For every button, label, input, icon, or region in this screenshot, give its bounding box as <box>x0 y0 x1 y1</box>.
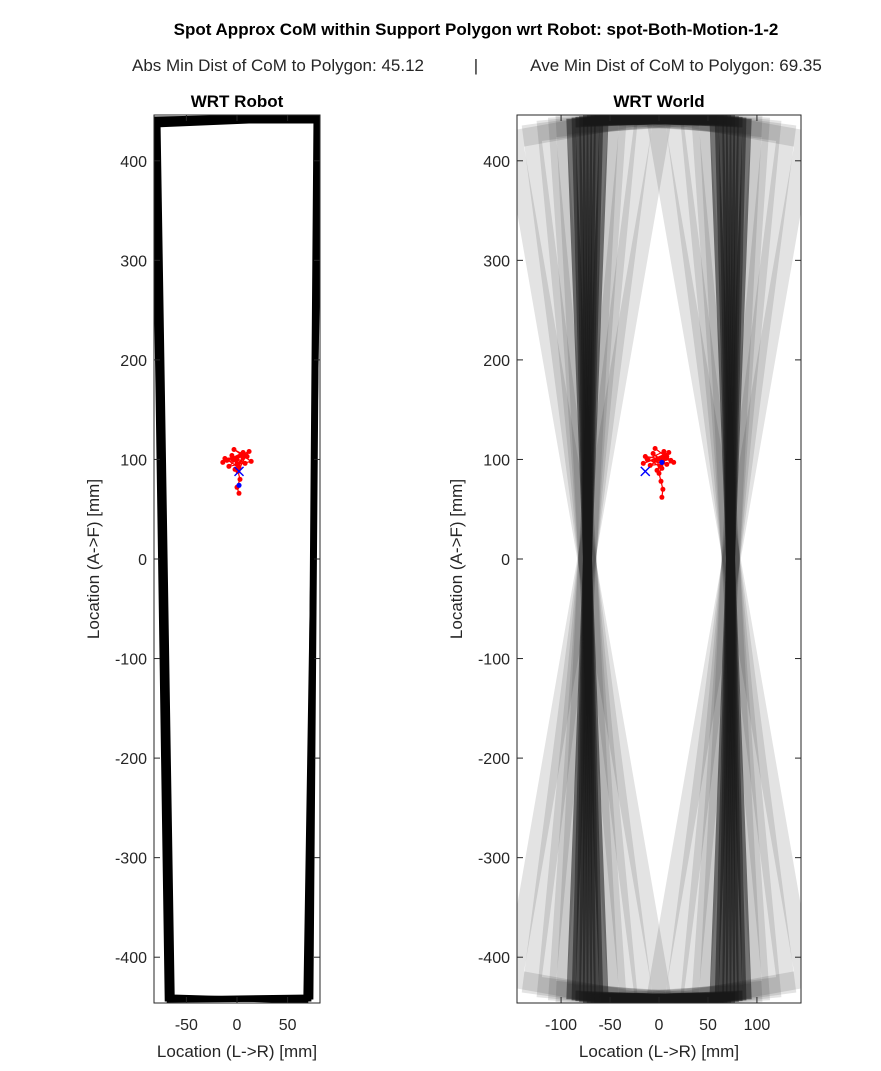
plot-background <box>154 115 320 1003</box>
com-trace-point <box>647 462 653 468</box>
plot-content <box>154 115 320 1003</box>
y-tick-label: 100 <box>483 452 510 469</box>
com-trace-point <box>242 460 248 466</box>
x-tick-label: 100 <box>744 1017 771 1034</box>
x-tick-label: -100 <box>545 1017 577 1034</box>
com-trace-point <box>660 486 666 492</box>
y-tick-label: 100 <box>120 452 147 469</box>
com-trace-point <box>236 490 242 496</box>
subtitle-abs-value: 45.12 <box>381 56 424 75</box>
y-tick-label: 400 <box>483 154 510 171</box>
support-polygon-2 <box>154 115 319 1003</box>
world-polygon-17 <box>521 115 797 1003</box>
subtitle-ave: Ave Min Dist of CoM to Polygon: 69.35 <box>530 56 822 75</box>
com-trace-point <box>642 454 648 459</box>
x-tick-label: 0 <box>233 1017 242 1034</box>
world-polygon-16 <box>536 115 782 1003</box>
y-tick-label: -200 <box>115 751 147 768</box>
com-trace-point <box>230 456 236 462</box>
axes-title: WRT World <box>613 92 704 111</box>
axes-wrt-world: -100 -50 0 50 100 -400 -300 -200 -100 0 100 200 300 4… <box>447 92 802 1061</box>
com-trace-point <box>229 453 235 458</box>
subtitle-separator: | <box>474 56 478 75</box>
subtitle-abs-label: Abs Min Dist of CoM to Polygon: <box>132 56 377 75</box>
com-trace-point <box>661 449 667 454</box>
com-trace-point <box>657 463 663 469</box>
subtitle-abs: Abs Min Dist of CoM to Polygon: 45.12 <box>132 56 424 75</box>
y-tick-label: -100 <box>478 652 510 669</box>
y-tick-label: 400 <box>120 154 147 171</box>
com-trace-point <box>652 446 658 451</box>
com-trace-point <box>220 459 226 465</box>
figure-title: Spot Approx CoM within Support Polygon w… <box>174 20 779 39</box>
plot-content <box>517 115 801 1003</box>
com-cross-marker <box>640 466 651 477</box>
y-tick-label: 200 <box>120 353 147 370</box>
y-tick-label: -200 <box>478 751 510 768</box>
y-tick-label: -100 <box>115 652 147 669</box>
subtitle-ave-value: 69.35 <box>779 56 822 75</box>
com-dot-marker <box>236 482 242 488</box>
y-axis-label: Location (A->F) [mm] <box>447 479 466 639</box>
com-trace-point <box>234 456 240 462</box>
y-tick-label: 200 <box>483 353 510 370</box>
x-axis-label: Location (L->R) [mm] <box>157 1042 317 1061</box>
world-polygon-14 <box>555 115 763 1003</box>
x-tick-label: -50 <box>175 1017 198 1034</box>
com-trace-point <box>243 453 249 458</box>
y-tick-label: -300 <box>115 851 147 868</box>
com-trace-point <box>246 449 252 454</box>
world-polygon-15 <box>548 115 770 1003</box>
y-tick-label: 0 <box>138 552 147 569</box>
com-trace-point <box>640 460 646 466</box>
subtitle-ave-label: Ave Min Dist of CoM to Polygon: <box>530 56 774 75</box>
y-tick-label: 0 <box>501 552 510 569</box>
com-trace-point <box>235 468 241 474</box>
com-trace-point <box>671 459 677 465</box>
y-tick-label: 300 <box>120 253 147 270</box>
com-dot-marker <box>659 459 665 465</box>
com-trace-point <box>234 461 240 467</box>
x-tick-label: 50 <box>699 1017 717 1034</box>
com-trace-point <box>226 463 232 469</box>
com-trace-point <box>237 476 243 482</box>
world-polygon-13 <box>566 115 752 1003</box>
com-cross-marker <box>234 466 245 477</box>
plot-background <box>517 115 801 1003</box>
com-trace-point <box>664 461 670 467</box>
y-tick-label: -400 <box>115 950 147 967</box>
com-trace-point <box>222 456 228 461</box>
com-trace-point <box>658 478 664 484</box>
com-trace-point <box>231 447 237 452</box>
com-trace-point <box>656 470 662 476</box>
x-axis-label: Location (L->R) [mm] <box>579 1042 739 1061</box>
x-tick-label: 0 <box>655 1017 664 1034</box>
x-tick-label: -50 <box>598 1017 621 1034</box>
com-trace-point <box>650 451 656 456</box>
axes-wrt-robot: -50 0 50 -400 -300 -200 -100 0 100 200 300 400 WRT R… <box>84 92 321 1061</box>
world-polygon-18 <box>517 115 801 1003</box>
com-trace-point <box>664 454 670 459</box>
com-trace-point <box>653 457 659 463</box>
x-tick-label: 50 <box>279 1017 297 1034</box>
y-tick-label: 300 <box>483 253 510 270</box>
com-trace-point <box>659 494 665 500</box>
axes-title: WRT Robot <box>191 92 284 111</box>
com-trace-point <box>666 450 672 455</box>
y-tick-label: -400 <box>478 950 510 967</box>
world-polygon-0 <box>517 115 801 1003</box>
y-axis-label: Location (A->F) [mm] <box>84 479 103 639</box>
com-trace-point <box>248 458 254 464</box>
y-tick-label: -300 <box>478 851 510 868</box>
